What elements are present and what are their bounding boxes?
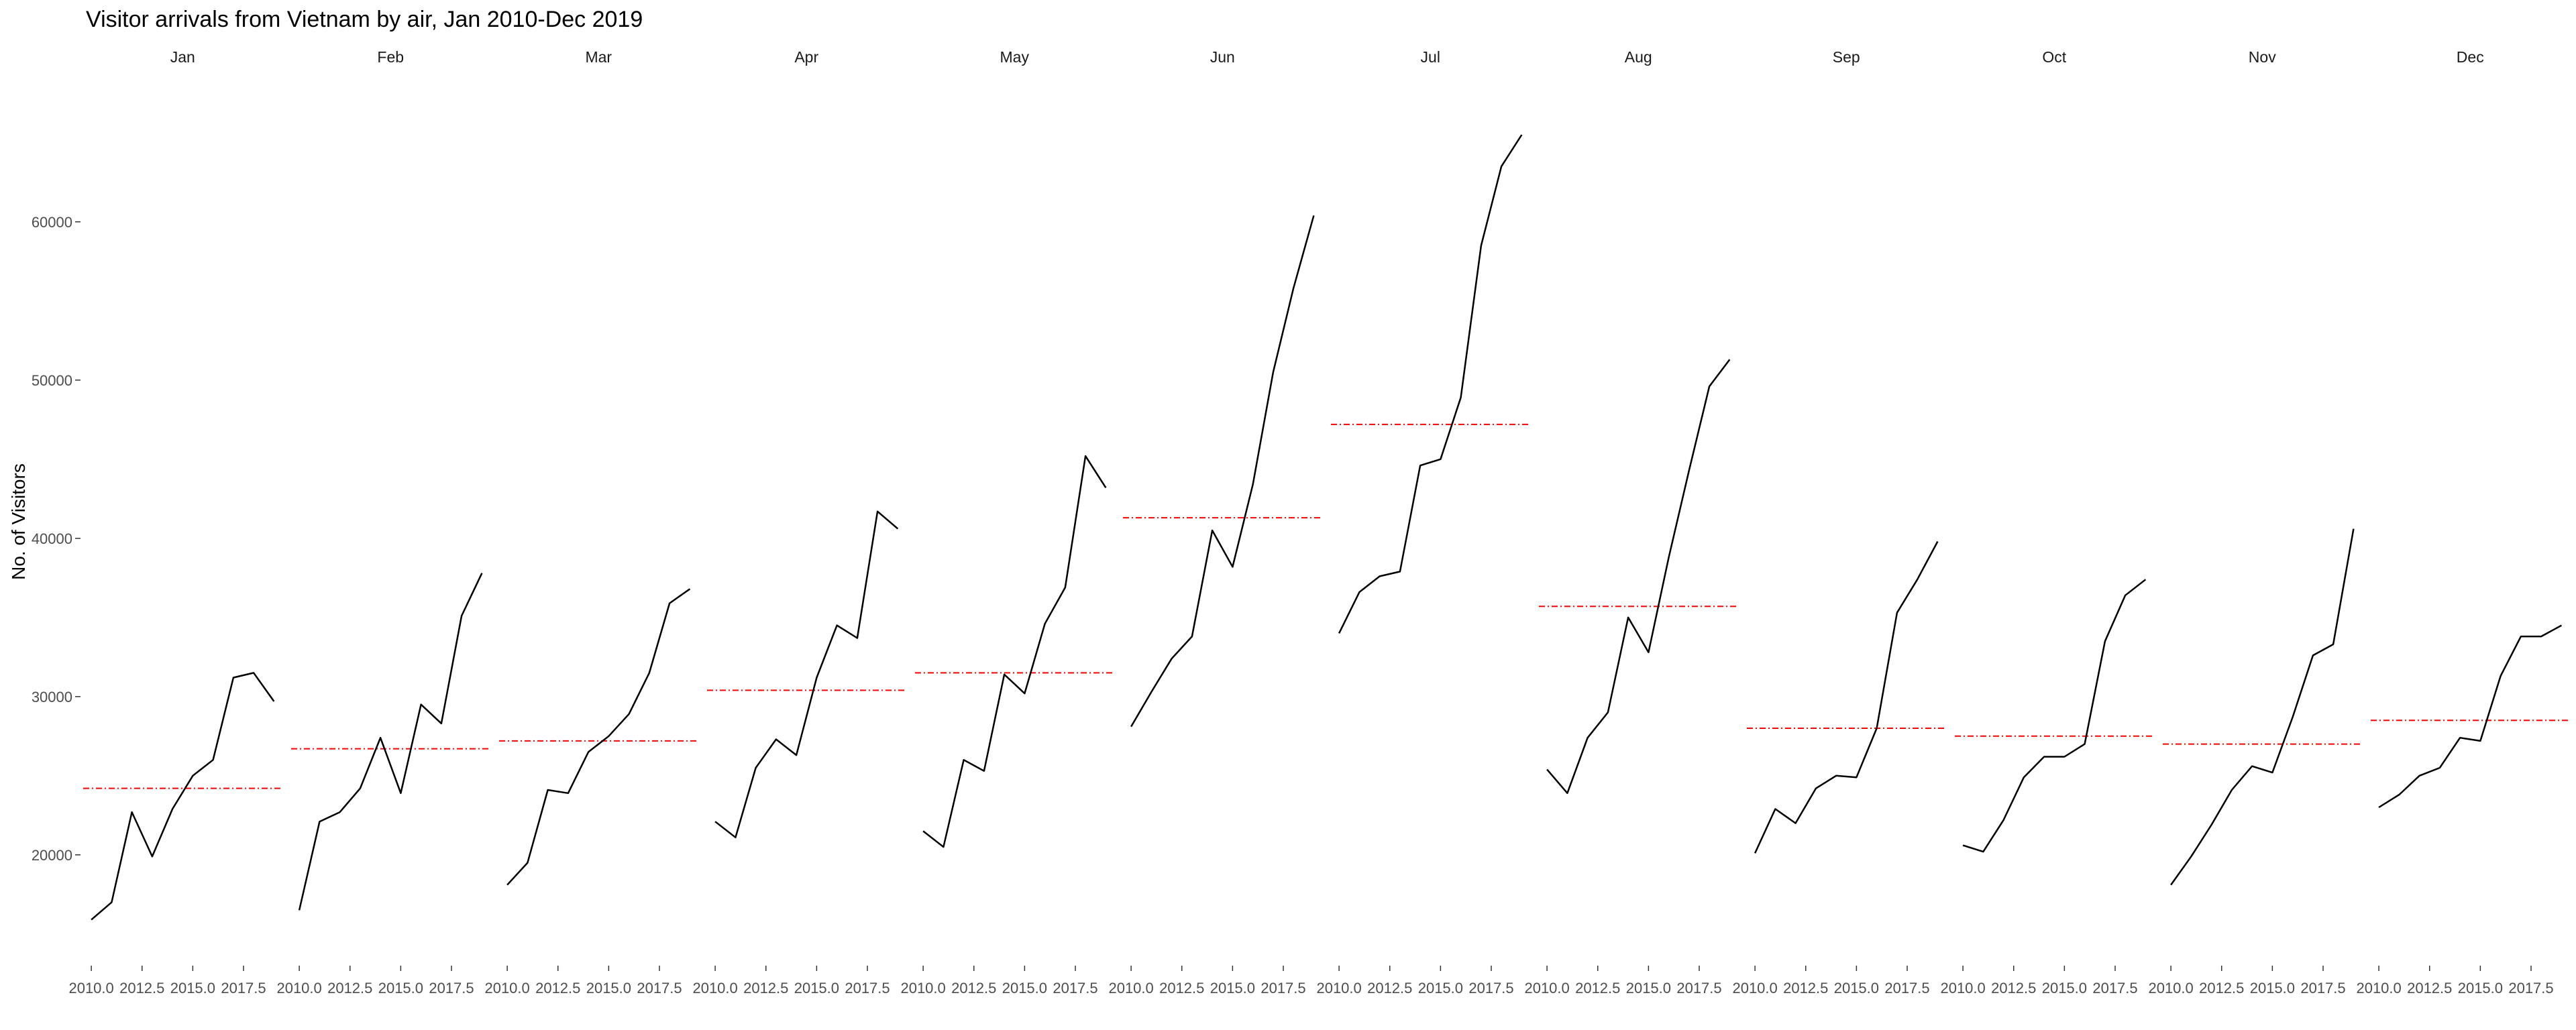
facet-strip-label: Sep bbox=[1833, 48, 1860, 66]
x-tick-label: 2012.5 bbox=[1367, 980, 1412, 996]
series-line bbox=[298, 573, 483, 911]
facet-panel-jul: Jul 2010.0 2012.5 2015.0 2017.5 bbox=[1316, 48, 1530, 996]
x-tick-label: 2010.0 bbox=[1524, 980, 1569, 996]
y-tick-label: 60000 bbox=[32, 214, 72, 231]
x-tick-label: 2010.0 bbox=[1108, 980, 1153, 996]
y-tick-label: 40000 bbox=[32, 530, 72, 547]
facet-strip-label: Jul bbox=[1421, 48, 1440, 66]
x-tick-label: 2017.5 bbox=[845, 980, 890, 996]
x-tick-label: 2015.0 bbox=[1210, 980, 1255, 996]
facet-panel-aug: Aug 2010.0 2012.5 2015.0 2017.5 bbox=[1524, 48, 1738, 996]
x-tick-label: 2015.0 bbox=[794, 980, 839, 996]
x-tick-label: 2017.5 bbox=[1884, 980, 1929, 996]
x-tick-label: 2017.5 bbox=[637, 980, 682, 996]
x-tick-label: 2017.5 bbox=[1053, 980, 1097, 996]
x-tick-label: 2010.0 bbox=[2356, 980, 2401, 996]
x-tick-label: 2015.0 bbox=[170, 980, 215, 996]
x-tick-label: 2015.0 bbox=[1002, 980, 1047, 996]
facet-panel-dec: Dec 2010.0 2012.5 2015.0 2017.5 bbox=[2356, 48, 2570, 996]
facet-panel-nov: Nov 2010.0 2012.5 2015.0 2017.5 bbox=[2148, 48, 2362, 996]
series-line bbox=[714, 510, 899, 839]
facet-panel-apr: Apr 2010.0 2012.5 2015.0 2017.5 bbox=[692, 48, 906, 996]
x-tick-label: 2010.0 bbox=[692, 980, 737, 996]
facet-strip-label: May bbox=[1000, 48, 1030, 66]
x-tick-label: 2015.0 bbox=[2042, 980, 2087, 996]
x-tick-label: 2010.0 bbox=[1316, 980, 1361, 996]
y-tick-label: 20000 bbox=[32, 847, 72, 864]
x-tick-label: 2017.5 bbox=[1676, 980, 1721, 996]
x-tick-label: 2015.0 bbox=[2250, 980, 2295, 996]
series-line bbox=[922, 455, 1107, 848]
x-tick-label: 2010.0 bbox=[900, 980, 945, 996]
facet-strip-label: Jun bbox=[1210, 48, 1235, 66]
x-tick-label: 2012.5 bbox=[1783, 980, 1828, 996]
facet-strip-label: Nov bbox=[2249, 48, 2276, 66]
facet-panel-feb: Feb 2010.0 2012.5 2015.0 2017.5 bbox=[276, 48, 490, 996]
facet-panel-jan: Jan 2010.0 2012.5 2015.0 2017.5 bbox=[68, 48, 282, 996]
facet-strip-label: Aug bbox=[1625, 48, 1652, 66]
x-tick-label: 2015.0 bbox=[2458, 980, 2503, 996]
x-tick-label: 2010.0 bbox=[1732, 980, 1777, 996]
facets: Jan 2010.0 2012.5 2015.0 2017.5 Feb 2010.0 2012… bbox=[68, 48, 2570, 996]
x-tick-label: 2010.0 bbox=[276, 980, 321, 996]
x-tick-label: 2012.5 bbox=[1575, 980, 1620, 996]
y-axis-label: No. of Visitors bbox=[8, 463, 29, 580]
x-tick-label: 2015.0 bbox=[1834, 980, 1879, 996]
facet-strip-label: Apr bbox=[794, 48, 818, 66]
x-tick-label: 2017.5 bbox=[2508, 980, 2553, 996]
series-line bbox=[1546, 359, 1731, 795]
x-tick-label: 2017.5 bbox=[1468, 980, 1513, 996]
x-tick-label: 2012.5 bbox=[119, 980, 164, 996]
series-line bbox=[1754, 540, 1939, 854]
x-tick-label: 2015.0 bbox=[1626, 980, 1671, 996]
facet-strip-label: Dec bbox=[2457, 48, 2484, 66]
x-tick-label: 2012.5 bbox=[2407, 980, 2452, 996]
series-line bbox=[1338, 134, 1523, 634]
y-tick-label: 30000 bbox=[32, 689, 72, 705]
chart-title: Visitor arrivals from Vietnam by air, Ja… bbox=[86, 7, 643, 32]
x-tick-label: 2015.0 bbox=[586, 980, 631, 996]
facet-panel-jun: Jun 2010.0 2012.5 2015.0 2017.5 bbox=[1108, 48, 1322, 996]
x-tick-label: 2017.5 bbox=[429, 980, 474, 996]
series-line bbox=[1962, 579, 2147, 853]
series-line bbox=[506, 588, 691, 886]
facet-strip-label: Mar bbox=[585, 48, 612, 66]
x-tick-label: 2012.5 bbox=[951, 980, 996, 996]
x-tick-label: 2010.0 bbox=[68, 980, 113, 996]
facet-panel-sep: Sep 2010.0 2012.5 2015.0 2017.5 bbox=[1732, 48, 1946, 996]
x-tick-label: 2015.0 bbox=[378, 980, 423, 996]
x-tick-label: 2010.0 bbox=[2148, 980, 2193, 996]
facet-panel-may: May 2010.0 2012.5 2015.0 2017.5 bbox=[900, 48, 1114, 996]
y-tick-label: 50000 bbox=[32, 372, 72, 389]
series-line bbox=[91, 672, 275, 921]
facet-strip-label: Jan bbox=[170, 48, 195, 66]
x-tick-label: 2017.5 bbox=[221, 980, 266, 996]
x-tick-label: 2010.0 bbox=[1940, 980, 1985, 996]
x-tick-label: 2017.5 bbox=[1260, 980, 1305, 996]
x-tick-label: 2017.5 bbox=[2092, 980, 2137, 996]
x-tick-label: 2010.0 bbox=[484, 980, 529, 996]
x-tick-label: 2015.0 bbox=[1418, 980, 1463, 996]
x-tick-label: 2012.5 bbox=[327, 980, 372, 996]
facet-strip-label: Feb bbox=[377, 48, 404, 66]
facet-strip-label: Oct bbox=[2042, 48, 2066, 66]
series-line bbox=[2378, 624, 2562, 809]
x-tick-label: 2012.5 bbox=[1159, 980, 1204, 996]
facet-panel-mar: Mar 2010.0 2012.5 2015.0 2017.5 bbox=[484, 48, 698, 996]
x-tick-label: 2017.5 bbox=[2300, 980, 2345, 996]
x-tick-label: 2012.5 bbox=[2199, 980, 2244, 996]
facet-panel-oct: Oct 2010.0 2012.5 2015.0 2017.5 bbox=[1940, 48, 2154, 996]
x-tick-label: 2012.5 bbox=[1991, 980, 2036, 996]
y-axis: 20000 30000 40000 50000 60000 bbox=[32, 214, 80, 864]
series-line bbox=[2170, 528, 2355, 886]
x-tick-label: 2012.5 bbox=[743, 980, 788, 996]
series-line bbox=[1130, 215, 1315, 728]
x-tick-label: 2012.5 bbox=[535, 980, 580, 996]
